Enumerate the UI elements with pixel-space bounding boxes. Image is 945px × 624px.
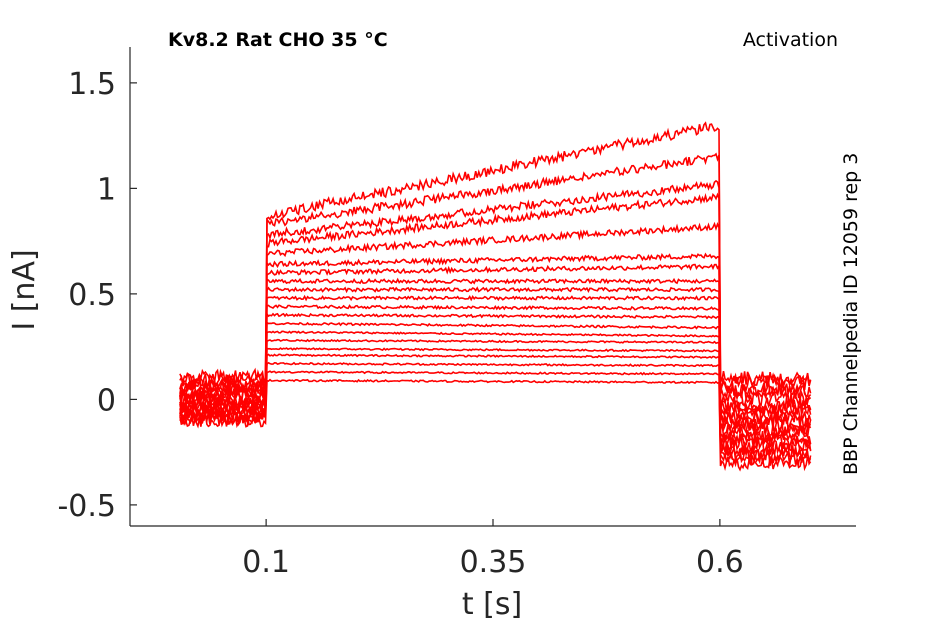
trace-line bbox=[179, 330, 812, 446]
trace-line bbox=[179, 321, 812, 442]
y-tick-label: 1.5 bbox=[68, 67, 116, 102]
trace-line bbox=[179, 361, 812, 464]
x-tick-label: 0.35 bbox=[460, 545, 527, 580]
trace-line bbox=[179, 294, 812, 430]
trace-line bbox=[179, 347, 812, 456]
trace-line bbox=[179, 252, 812, 413]
y-tick-label: 1 bbox=[97, 172, 116, 207]
trace-line bbox=[179, 286, 812, 427]
trace-line bbox=[179, 370, 812, 466]
chart-subtitle: Activation bbox=[743, 29, 838, 51]
y-axis-label: I [nA] bbox=[7, 249, 42, 330]
axes bbox=[129, 47, 856, 527]
trace-line bbox=[179, 221, 812, 409]
tick-labels: -0.5 0 0.5 1 1.5 0.1 0.35 0.6 bbox=[57, 67, 743, 580]
trace-line bbox=[179, 353, 812, 460]
trace-line bbox=[179, 338, 812, 451]
y-tick-label: 0.5 bbox=[68, 278, 116, 313]
x-axis-label: t [s] bbox=[462, 587, 522, 622]
trace-line bbox=[179, 277, 812, 422]
x-tick-label: 0.1 bbox=[242, 545, 290, 580]
trace-line bbox=[179, 378, 812, 472]
trace-line bbox=[179, 192, 812, 402]
trace-line bbox=[179, 152, 812, 393]
chart-title: Kv8.2 Rat CHO 35 °C bbox=[168, 29, 388, 51]
x-tick-label: 0.6 bbox=[696, 545, 744, 580]
trace-line bbox=[179, 263, 812, 419]
trace-line bbox=[179, 121, 812, 388]
y-tick-label: -0.5 bbox=[57, 489, 116, 524]
y-tick-label: 0 bbox=[97, 383, 116, 418]
trace-line bbox=[179, 179, 812, 399]
side-label: BBP Channelpedia ID 12059 rep 3 bbox=[840, 153, 862, 475]
current-traces bbox=[179, 121, 812, 472]
trace-line bbox=[179, 311, 812, 439]
trace-line bbox=[179, 304, 811, 435]
